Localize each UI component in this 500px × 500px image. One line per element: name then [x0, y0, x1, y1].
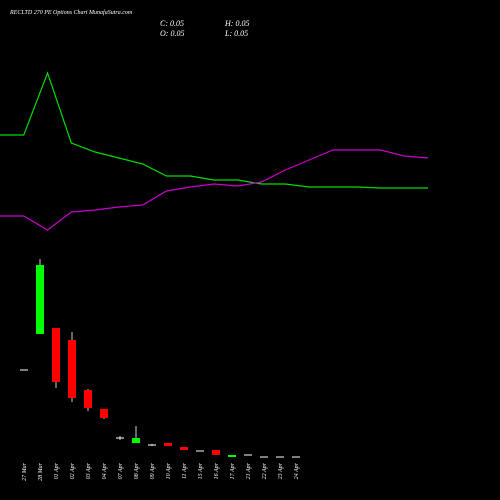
candle-body [132, 438, 140, 443]
x-tick-label: 02 Apr [70, 462, 76, 479]
x-tick-label: 07 Apr [118, 462, 124, 479]
x-tick-label: 08 Apr [134, 462, 140, 479]
candle-body [164, 443, 172, 446]
indicator-line [0, 149, 429, 231]
x-tick-label: 22 Apr [262, 462, 268, 479]
x-tick-label: 15 Apr [198, 462, 204, 479]
ohlc-info: O: 0.05 [160, 29, 184, 38]
candle-body [52, 328, 60, 382]
x-tick-label: 27 Mar [22, 462, 28, 480]
x-tick-label: 11 Apr [182, 462, 188, 479]
x-tick-label: 23 Apr [278, 462, 284, 479]
candle-body [212, 450, 220, 455]
x-tick-label: 16 Apr [214, 462, 220, 479]
x-tick-label: 03 Apr [86, 462, 92, 479]
ohlc-info: L: 0.05 [224, 29, 248, 38]
x-tick-label: 10 Apr [166, 462, 172, 479]
candle-body [68, 340, 76, 398]
x-tick-label: 28 Mar [38, 462, 44, 480]
ohlc-info: C: 0.05 [160, 19, 184, 28]
ohlc-info: H: 0.05 [224, 19, 249, 28]
x-tick-label: 01 Apr [54, 462, 60, 479]
x-tick-label: 21 Apr [246, 462, 252, 479]
x-tick-label: 04 Apr [101, 462, 108, 479]
candle-body [84, 390, 92, 408]
chart-title: RECLTD 270 PE Options Chart MunafaSutra.… [9, 9, 133, 16]
candle-body [36, 265, 44, 334]
candle-body [180, 447, 188, 450]
x-tick-label: 17 Apr [230, 462, 236, 479]
indicator-line [0, 71, 428, 189]
x-tick-label: 24 Apr [293, 462, 300, 479]
candle-body [228, 455, 236, 457]
x-tick-label: 09 Apr [150, 462, 156, 479]
candle-body [100, 409, 108, 418]
